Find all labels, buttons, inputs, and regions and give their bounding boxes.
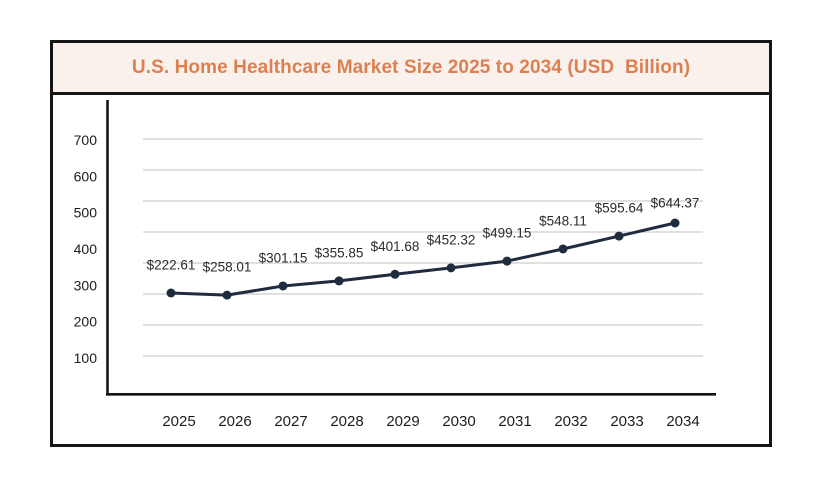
y-axis-tick-label: 300 (74, 277, 98, 293)
x-axis-tick-label: 2026 (218, 413, 251, 430)
data-point (614, 231, 624, 241)
data-point (558, 244, 568, 254)
y-axis-tick-label: 400 (74, 241, 98, 257)
data-point (390, 269, 400, 279)
data-point (166, 288, 176, 298)
data-point-label: $499.15 (483, 226, 532, 241)
data-point (334, 276, 344, 286)
chart-title: U.S. Home Healthcare Market Size 2025 to… (131, 56, 691, 78)
y-axis-tick-label: 600 (74, 168, 98, 184)
data-point-label: $301.15 (259, 250, 308, 265)
x-axis-tick-label: 2029 (386, 413, 419, 430)
y-axis-tick-label: 500 (74, 205, 98, 221)
x-axis-tick-label: 2032 (554, 413, 587, 430)
data-point-label: $222.61 (147, 258, 196, 273)
data-point (502, 256, 512, 266)
data-point (670, 218, 680, 228)
y-axis-tick-label: 700 (74, 132, 98, 148)
chart-frame: U.S. Home Healthcare Market Size 2025 to… (50, 40, 772, 447)
data-point-label: $401.68 (371, 239, 420, 254)
y-axis-tick-label: 200 (74, 314, 98, 330)
y-axis-tick-label: 100 (74, 350, 98, 366)
data-point (222, 290, 232, 300)
x-axis-tick-label: 2034 (666, 413, 699, 430)
x-axis-tick-label: 2027 (274, 413, 307, 430)
chart-header-banner: U.S. Home Healthcare Market Size 2025 to… (53, 43, 769, 95)
x-axis-tick-label: 2025 (162, 413, 195, 430)
data-point (446, 263, 456, 273)
data-point-label: $548.11 (539, 213, 587, 228)
data-point-label: $355.85 (315, 245, 364, 260)
x-axis-tick-label: 2028 (330, 413, 363, 430)
data-point-label: $595.64 (595, 201, 644, 216)
x-axis-tick-label: 2030 (442, 413, 475, 430)
trend-line (169, 221, 677, 297)
data-point-label: $644.37 (651, 196, 700, 211)
data-point-label: $258.01 (203, 260, 252, 275)
data-point-label: $452.32 (427, 232, 476, 247)
data-point (278, 281, 288, 291)
x-axis-tick-label: 2033 (610, 413, 643, 430)
x-axis-tick-label: 2031 (498, 413, 531, 430)
